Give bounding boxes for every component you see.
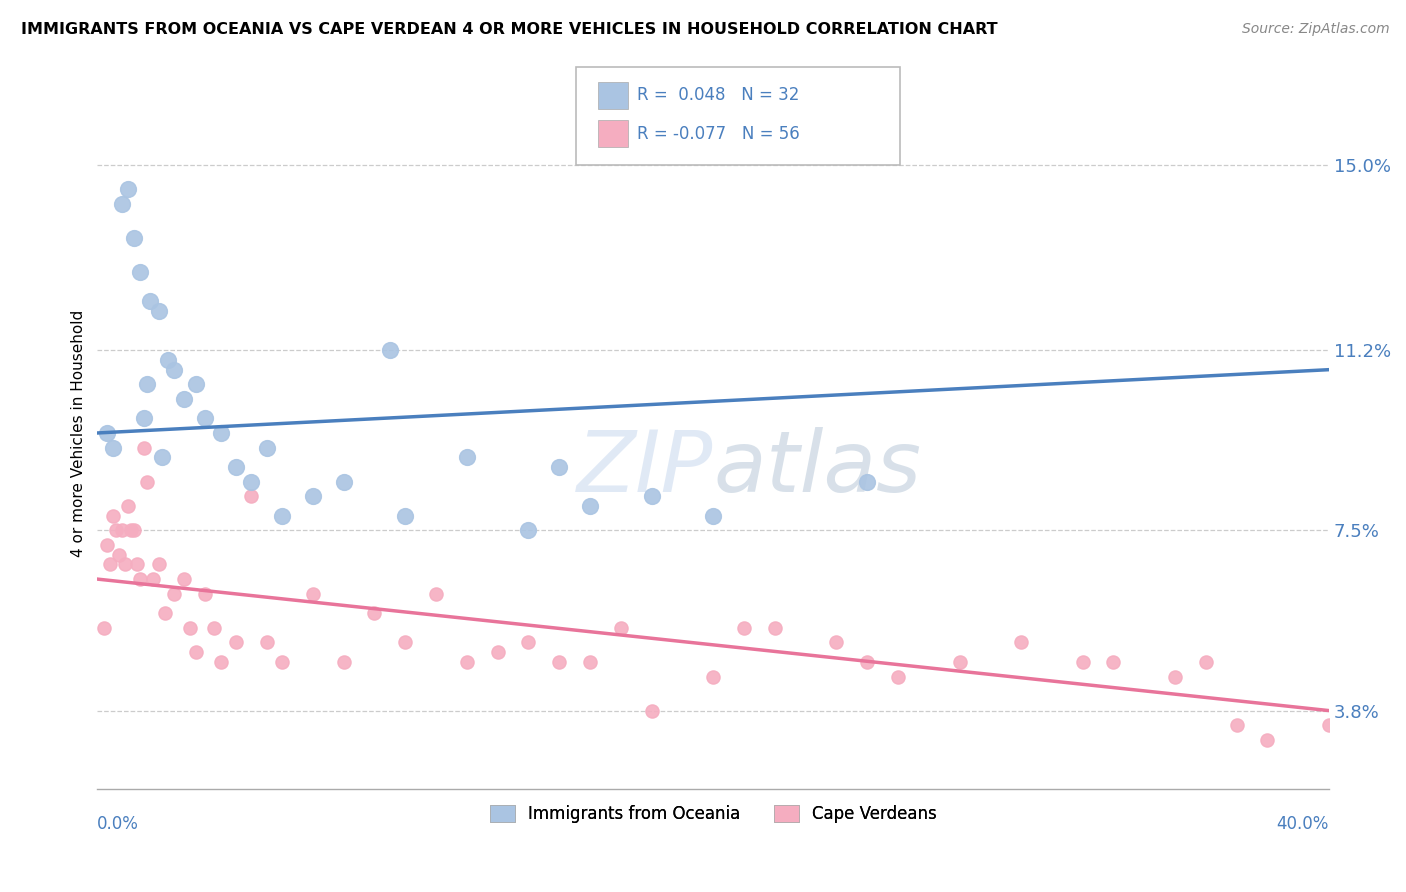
- Point: [1317, 718, 1340, 732]
- Point: [271, 508, 294, 523]
- Point: [579, 499, 602, 513]
- Point: [129, 572, 152, 586]
- Point: [856, 655, 879, 669]
- Point: [93, 621, 115, 635]
- Point: [108, 548, 131, 562]
- Text: IMMIGRANTS FROM OCEANIA VS CAPE VERDEAN 4 OR MORE VEHICLES IN HOUSEHOLD CORRELAT: IMMIGRANTS FROM OCEANIA VS CAPE VERDEAN …: [21, 22, 998, 37]
- Point: [104, 524, 127, 538]
- Point: [150, 450, 173, 465]
- Point: [394, 635, 416, 649]
- Text: R =  0.048   N = 32: R = 0.048 N = 32: [637, 87, 799, 104]
- Point: [240, 489, 263, 503]
- Point: [378, 343, 401, 358]
- Point: [135, 475, 157, 489]
- Point: [610, 621, 633, 635]
- Point: [173, 392, 195, 406]
- Point: [702, 669, 724, 683]
- Point: [548, 655, 571, 669]
- Point: [120, 524, 142, 538]
- Point: [148, 304, 170, 318]
- Point: [302, 587, 325, 601]
- Point: [332, 475, 354, 489]
- Point: [163, 587, 186, 601]
- Point: [153, 606, 176, 620]
- Point: [124, 231, 146, 245]
- Point: [114, 558, 136, 572]
- Point: [887, 669, 910, 683]
- Text: Source: ZipAtlas.com: Source: ZipAtlas.com: [1241, 22, 1389, 37]
- Point: [640, 704, 662, 718]
- Point: [184, 645, 207, 659]
- Point: [184, 377, 207, 392]
- Point: [271, 655, 294, 669]
- Point: [640, 489, 662, 503]
- Point: [148, 558, 170, 572]
- Point: [733, 621, 755, 635]
- Point: [517, 524, 540, 538]
- Point: [1071, 655, 1094, 669]
- Legend: Immigrants from Oceania, Cape Verdeans: Immigrants from Oceania, Cape Verdeans: [484, 798, 943, 830]
- Point: [135, 377, 157, 392]
- Point: [763, 621, 786, 635]
- Point: [101, 441, 124, 455]
- Point: [209, 425, 232, 440]
- Point: [1195, 655, 1218, 669]
- Point: [363, 606, 385, 620]
- Point: [194, 411, 217, 425]
- Point: [157, 353, 180, 368]
- Point: [579, 655, 602, 669]
- Point: [194, 587, 217, 601]
- Point: [1256, 732, 1278, 747]
- Point: [302, 489, 325, 503]
- Point: [548, 460, 571, 475]
- Point: [256, 441, 278, 455]
- Text: 40.0%: 40.0%: [1277, 815, 1329, 833]
- Point: [96, 538, 118, 552]
- Point: [456, 450, 478, 465]
- Text: atlas: atlas: [713, 427, 921, 510]
- Point: [225, 460, 247, 475]
- Point: [1102, 655, 1125, 669]
- Point: [1164, 669, 1187, 683]
- Point: [702, 508, 724, 523]
- Text: 0.0%: 0.0%: [97, 815, 139, 833]
- Point: [132, 441, 155, 455]
- Point: [96, 425, 118, 440]
- Point: [209, 655, 232, 669]
- Point: [1226, 718, 1249, 732]
- Point: [332, 655, 354, 669]
- Point: [132, 411, 155, 425]
- Point: [202, 621, 225, 635]
- Point: [111, 197, 134, 211]
- Point: [1010, 635, 1032, 649]
- Point: [117, 499, 139, 513]
- Point: [101, 508, 124, 523]
- Point: [98, 558, 121, 572]
- Point: [486, 645, 509, 659]
- Point: [117, 182, 139, 196]
- Point: [179, 621, 201, 635]
- Point: [173, 572, 195, 586]
- Point: [825, 635, 848, 649]
- Point: [129, 265, 152, 279]
- Point: [138, 294, 160, 309]
- Point: [225, 635, 247, 649]
- Point: [456, 655, 478, 669]
- Point: [394, 508, 416, 523]
- Point: [111, 524, 134, 538]
- Point: [425, 587, 447, 601]
- Point: [948, 655, 970, 669]
- Point: [124, 524, 146, 538]
- Point: [240, 475, 263, 489]
- Text: ZIP: ZIP: [576, 427, 713, 510]
- Point: [127, 558, 149, 572]
- Point: [517, 635, 540, 649]
- Y-axis label: 4 or more Vehicles in Household: 4 or more Vehicles in Household: [72, 310, 86, 557]
- Point: [142, 572, 165, 586]
- Point: [256, 635, 278, 649]
- Text: R = -0.077   N = 56: R = -0.077 N = 56: [637, 125, 800, 143]
- Point: [163, 362, 186, 376]
- Point: [856, 475, 879, 489]
